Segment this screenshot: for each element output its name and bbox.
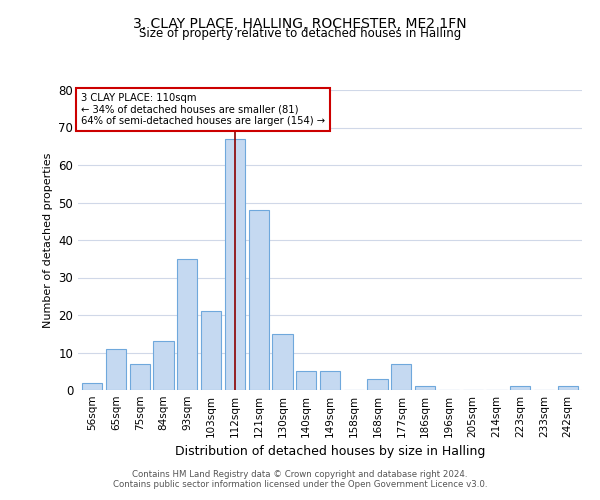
X-axis label: Distribution of detached houses by size in Halling: Distribution of detached houses by size … bbox=[175, 446, 485, 458]
Bar bbox=[415, 386, 435, 390]
Text: Contains public sector information licensed under the Open Government Licence v3: Contains public sector information licen… bbox=[113, 480, 487, 489]
Bar bbox=[510, 386, 530, 390]
Text: Contains HM Land Registry data © Crown copyright and database right 2024.: Contains HM Land Registry data © Crown c… bbox=[132, 470, 468, 479]
Y-axis label: Number of detached properties: Number of detached properties bbox=[43, 152, 53, 328]
Bar bbox=[106, 349, 126, 390]
Bar bbox=[225, 138, 245, 390]
Bar bbox=[272, 334, 293, 390]
Bar bbox=[557, 386, 578, 390]
Bar bbox=[248, 210, 269, 390]
Bar bbox=[391, 364, 412, 390]
Text: 3, CLAY PLACE, HALLING, ROCHESTER, ME2 1FN: 3, CLAY PLACE, HALLING, ROCHESTER, ME2 1… bbox=[133, 18, 467, 32]
Bar bbox=[154, 341, 173, 390]
Bar bbox=[82, 382, 103, 390]
Text: Size of property relative to detached houses in Halling: Size of property relative to detached ho… bbox=[139, 28, 461, 40]
Bar bbox=[296, 371, 316, 390]
Bar bbox=[320, 371, 340, 390]
Bar bbox=[130, 364, 150, 390]
Bar bbox=[201, 311, 221, 390]
Text: 3 CLAY PLACE: 110sqm
← 34% of detached houses are smaller (81)
64% of semi-detac: 3 CLAY PLACE: 110sqm ← 34% of detached h… bbox=[80, 93, 325, 126]
Bar bbox=[177, 259, 197, 390]
Bar bbox=[367, 379, 388, 390]
